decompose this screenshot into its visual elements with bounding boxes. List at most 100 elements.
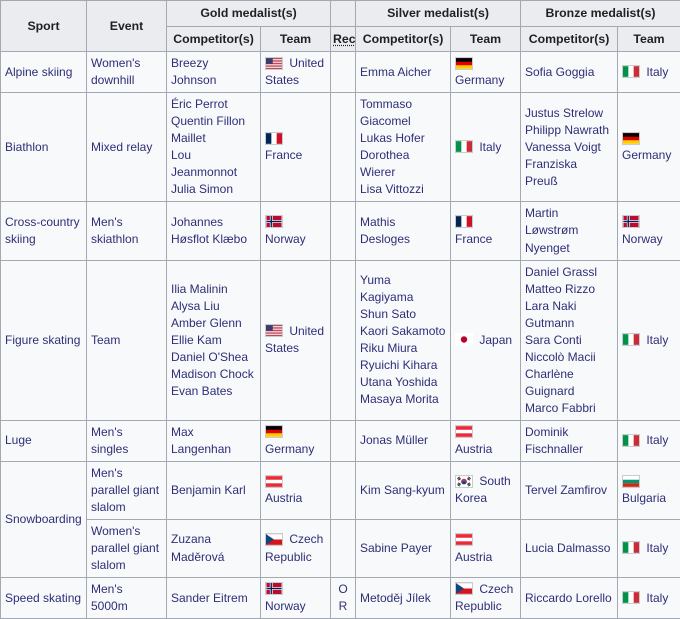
silver-competitor-link[interactable]: Sabine Payer (360, 541, 432, 555)
silver-team-link[interactable]: Germany (455, 73, 504, 87)
sport-link[interactable]: Speed skating (5, 591, 81, 605)
sport-link[interactable]: Alpine skiing (5, 65, 72, 79)
gold-competitor-link[interactable]: Ilia Malinin (171, 282, 228, 296)
sport-link[interactable]: Cross-country skiing (5, 215, 80, 246)
event-link[interactable]: Men's skiathlon (91, 215, 138, 246)
rec-cell (331, 519, 356, 577)
silver-competitor-link[interactable]: Utana Yoshida (360, 375, 437, 389)
bronze-competitor-link[interactable]: Sofia Goggia (525, 65, 594, 79)
silver-competitor-link[interactable]: Yuma Kagiyama (360, 273, 413, 304)
competitor-entry: Breezy Johnson (171, 55, 256, 89)
gold-competitor-link[interactable]: Johannes Høsflot Klæbo (171, 215, 247, 246)
silver-competitor-link[interactable]: Kim Sang-kyum (360, 483, 445, 497)
competitor-entry: Kaori Sakamoto (360, 323, 446, 340)
rec-header-spacer (331, 1, 356, 27)
bronze-team-link[interactable]: Italy (646, 433, 668, 447)
gold-competitor-link[interactable]: Madison Chock (171, 367, 254, 381)
record-link[interactable]: OR (338, 582, 347, 613)
bronze-competitor-link[interactable]: Niccolò Macii (525, 350, 596, 364)
event-link[interactable]: Men's singles (91, 425, 128, 456)
gold-competitor-link[interactable]: Zuzana Maděrová (171, 532, 224, 563)
sport-link[interactable]: Figure skating (5, 333, 80, 347)
gold-team-link[interactable]: France (265, 148, 302, 162)
gold-competitor-link[interactable]: Evan Bates (171, 384, 232, 398)
bronze-competitor-link[interactable]: Matteo Rizzo (525, 282, 595, 296)
silver-competitor-link[interactable]: Masaya Morita (360, 392, 439, 406)
bronze-competitor-link[interactable]: Lara Naki Gutmann (525, 299, 576, 330)
bronze-competitor-link[interactable]: Tervel Zamfirov (525, 483, 607, 497)
event-link[interactable]: Team (91, 333, 120, 347)
gold-competitor-link[interactable]: Daniel O'Shea (171, 350, 248, 364)
bronze-team-link[interactable]: Italy (646, 333, 668, 347)
bronze-competitor-link[interactable]: Dominik Fischnaller (525, 425, 583, 456)
event-link[interactable]: Women's parallel giant slalom (91, 524, 159, 572)
bronze-team-link[interactable]: Italy (646, 591, 668, 605)
bronze-team-cell: Bulgaria (618, 461, 680, 519)
gold-team-link[interactable]: Germany (265, 442, 314, 456)
event-link[interactable]: Men's 5000m (91, 582, 128, 613)
silver-competitor-link[interactable]: Metoděj Jílek (360, 591, 431, 605)
gold-competitor-link[interactable]: Lou Jeanmonnot (171, 148, 237, 179)
event-link[interactable]: Men's parallel giant slalom (91, 466, 159, 514)
sport-link[interactable]: Luge (5, 433, 32, 447)
bronze-competitor-link[interactable]: Vanessa Voigt (525, 140, 601, 154)
silver-team-cell: Austria (451, 519, 521, 577)
silver-competitor-link[interactable]: Ryuichi Kihara (360, 358, 437, 372)
silver-competitor-link[interactable]: Lisa Vittozzi (360, 182, 424, 196)
silver-team-link[interactable]: Austria (455, 442, 492, 456)
bronze-team-link[interactable]: Bulgaria (622, 491, 666, 505)
bronze-competitor-link[interactable]: Charlène Guignard (525, 367, 574, 398)
silver-team-cell: Czech Republic (451, 578, 521, 619)
silver-team-link[interactable]: France (455, 232, 492, 246)
silver-team-link[interactable]: Austria (455, 550, 492, 564)
competitor-entry: Ryuichi Kihara (360, 357, 446, 374)
sport-link[interactable]: Snowboarding (5, 512, 82, 526)
silver-team-cell: South Korea (451, 461, 521, 519)
silver-competitor-link[interactable]: Tommaso Giacomel (360, 97, 412, 128)
gold-competitor-link[interactable]: Benjamin Karl (171, 483, 246, 497)
bronze-competitor-link[interactable]: Justus Strelow (525, 106, 603, 120)
silver-team-link[interactable]: Italy (479, 140, 501, 154)
bronze-competitor-link[interactable]: Franziska Preuß (525, 157, 577, 188)
silver-competitor-link[interactable]: Lukas Hofer (360, 131, 425, 145)
event-link[interactable]: Women's downhill (91, 56, 140, 87)
bronze-competitors-cell: Lucia Dalmasso (521, 519, 618, 577)
bronze-team-link[interactable]: Germany (622, 148, 671, 162)
gold-competitor-link[interactable]: Sander Eitrem (171, 591, 248, 605)
competitor-entry: Quentin Fillon Maillet (171, 113, 256, 147)
bronze-team-link[interactable]: Italy (646, 541, 668, 555)
silver-competitor-link[interactable]: Mathis Desloges (360, 215, 410, 246)
bronze-team-link[interactable]: Italy (646, 65, 668, 79)
silver-competitors-cell: Yuma Kagiyama Shun Sato Kaori Sakamoto Riku… (356, 260, 451, 420)
silver-competitor-link[interactable]: Emma Aicher (360, 65, 431, 79)
gold-competitor-link[interactable]: Max Langenhan (171, 425, 231, 456)
gold-competitors-header: Competitor(s) (167, 26, 261, 52)
bronze-competitor-link[interactable]: Lucia Dalmasso (525, 541, 610, 555)
bronze-competitor-link[interactable]: Marco Fabbri (525, 401, 596, 415)
silver-competitor-link[interactable]: Shun Sato (360, 307, 416, 321)
silver-competitor-link[interactable]: Riku Miura (360, 341, 417, 355)
bronze-competitor-link[interactable]: Martin Løwstrøm Nyenget (525, 206, 578, 254)
bronze-competitor-link[interactable]: Philipp Nawrath (525, 123, 609, 137)
silver-competitor-link[interactable]: Kaori Sakamoto (360, 324, 445, 338)
silver-competitor-link[interactable]: Dorothea Wierer (360, 148, 409, 179)
gold-competitor-link[interactable]: Julia Simon (171, 182, 233, 196)
silver-competitor-link[interactable]: Jonas Müller (360, 433, 428, 447)
bronze-competitor-link[interactable]: Riccardo Lorello (525, 591, 612, 605)
gold-competitor-link[interactable]: Amber Glenn (171, 316, 242, 330)
bronze-competitor-link[interactable]: Sara Conti (525, 333, 582, 347)
silver-team-link[interactable]: Japan (479, 333, 512, 347)
silver-competitors-cell: Tommaso Giacomel Lukas Hofer Dorothea Wier… (356, 93, 451, 202)
gold-competitor-link[interactable]: Quentin Fillon Maillet (171, 114, 245, 145)
gold-competitor-link[interactable]: Breezy Johnson (171, 56, 216, 87)
sport-link[interactable]: Biathlon (5, 140, 48, 154)
bronze-team-link[interactable]: Norway (622, 232, 663, 246)
gold-competitor-link[interactable]: Éric Perrot (171, 97, 228, 111)
gold-team-link[interactable]: Norway (265, 599, 306, 613)
gold-team-link[interactable]: Norway (265, 232, 306, 246)
gold-competitor-link[interactable]: Alysa Liu (171, 299, 220, 313)
bronze-competitor-link[interactable]: Daniel Grassl (525, 265, 597, 279)
gold-competitor-link[interactable]: Ellie Kam (171, 333, 222, 347)
gold-team-link[interactable]: Austria (265, 491, 302, 505)
event-link[interactable]: Mixed relay (91, 140, 152, 154)
